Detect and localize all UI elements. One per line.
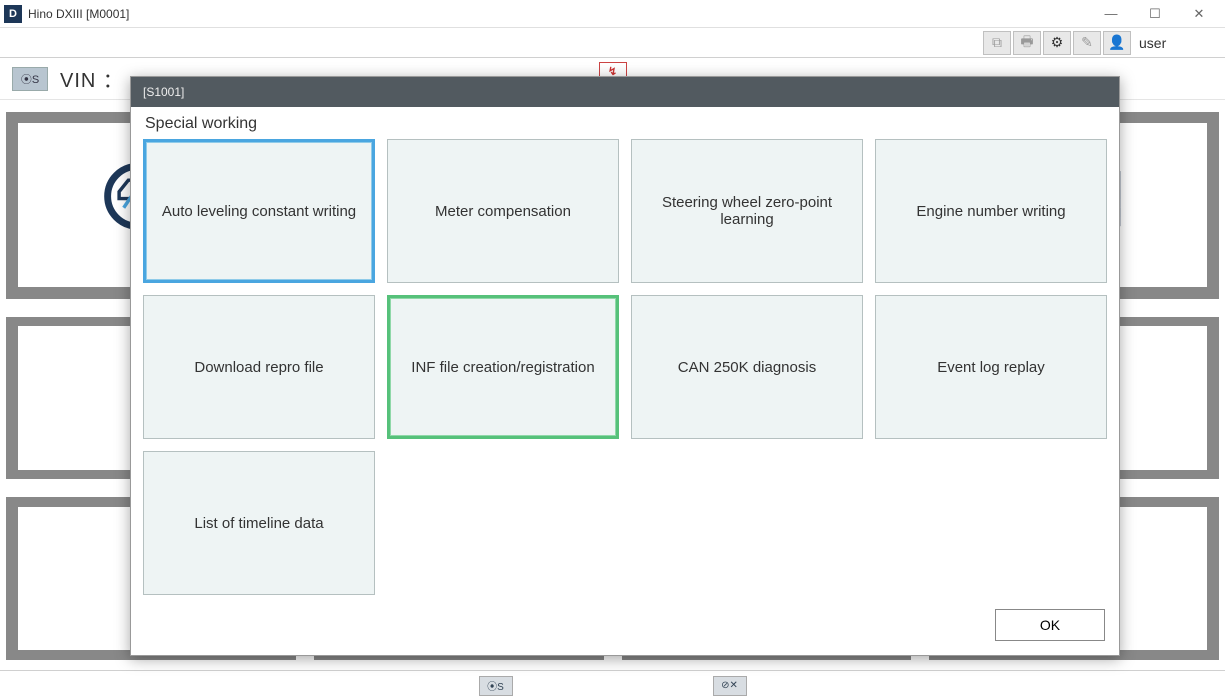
option-auto-leveling-constant-writing[interactable]: Auto leveling constant writing: [143, 139, 375, 283]
dialog-header: [S1001]: [131, 77, 1119, 107]
app-icon: D: [4, 5, 22, 23]
dialog-footer: OK: [131, 599, 1119, 655]
close-button[interactable]: ✕: [1177, 0, 1221, 28]
option-meter-compensation[interactable]: Meter compensation: [387, 139, 619, 283]
option-label: INF file creation/registration: [411, 359, 594, 376]
options-grid: Auto leveling constant writing Meter comp…: [131, 139, 1119, 595]
note-icon[interactable]: ✎: [1073, 31, 1101, 55]
status-chip-left[interactable]: ⦿S: [479, 676, 513, 696]
option-can-250k-diagnosis[interactable]: CAN 250K diagnosis: [631, 295, 863, 439]
vin-label: VIN ：: [60, 64, 124, 93]
chart-icon[interactable]: ⧉: [983, 31, 1011, 55]
status-bar: ⦿S ⊘✕: [0, 670, 1225, 700]
option-engine-number-writing[interactable]: Engine number writing: [875, 139, 1107, 283]
special-working-dialog: [S1001] Special working Auto leveling co…: [130, 76, 1120, 656]
option-steering-wheel-zero-point-learning[interactable]: Steering wheel zero-point learning: [631, 139, 863, 283]
print-icon[interactable]: 🖶: [1013, 31, 1041, 55]
option-label: Event log replay: [937, 359, 1045, 376]
window-titlebar: D Hino DXIII [M0001] — ☐ ✕: [0, 0, 1225, 28]
gear-icon[interactable]: ⚙: [1043, 31, 1071, 55]
dialog-header-code: [S1001]: [143, 85, 184, 99]
option-label: CAN 250K diagnosis: [678, 359, 816, 376]
option-label: List of timeline data: [194, 515, 323, 532]
window-title: Hino DXIII [M0001]: [28, 7, 1089, 21]
option-event-log-replay[interactable]: Event log replay: [875, 295, 1107, 439]
option-label: Engine number writing: [916, 203, 1065, 220]
user-label: user: [1139, 35, 1219, 51]
minimize-button[interactable]: —: [1089, 0, 1133, 28]
option-label: Auto leveling constant writing: [162, 203, 356, 220]
option-inf-file-creation-registration[interactable]: INF file creation/registration: [387, 295, 619, 439]
option-label: Download repro file: [194, 359, 323, 376]
option-download-repro-file[interactable]: Download repro file: [143, 295, 375, 439]
status-chip-right[interactable]: ⊘✕: [713, 676, 747, 696]
maximize-button[interactable]: ☐: [1133, 0, 1177, 28]
ok-button[interactable]: OK: [995, 609, 1105, 641]
dialog-subtitle: Special working: [131, 107, 1119, 139]
option-label: Steering wheel zero-point learning: [646, 194, 848, 228]
main-toolbar: ⧉🖶⚙✎👤 user: [0, 28, 1225, 58]
option-label: Meter compensation: [435, 203, 571, 220]
option-list-of-timeline-data[interactable]: List of timeline data: [143, 451, 375, 595]
user-icon[interactable]: 👤: [1103, 31, 1131, 55]
vin-icon: ⦿S: [12, 67, 48, 91]
